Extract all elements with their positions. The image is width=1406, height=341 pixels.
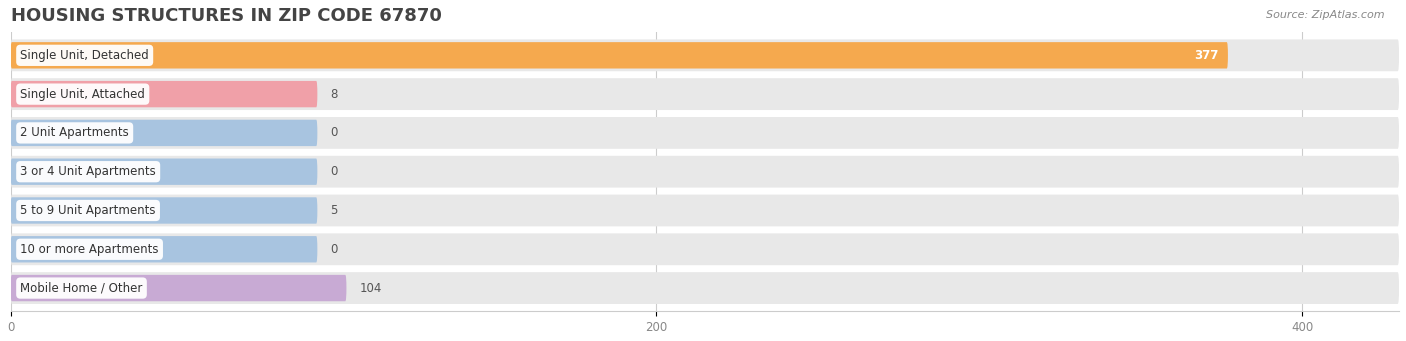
FancyBboxPatch shape [11,156,1399,188]
Text: Single Unit, Attached: Single Unit, Attached [20,88,145,101]
FancyBboxPatch shape [11,272,1399,304]
FancyBboxPatch shape [11,195,1399,226]
FancyBboxPatch shape [11,275,346,301]
Text: 8: 8 [330,88,337,101]
Text: Mobile Home / Other: Mobile Home / Other [20,282,142,295]
FancyBboxPatch shape [11,236,318,263]
Text: 104: 104 [360,282,381,295]
FancyBboxPatch shape [11,159,318,185]
FancyBboxPatch shape [11,40,1399,71]
FancyBboxPatch shape [11,117,1399,149]
Text: 10 or more Apartments: 10 or more Apartments [20,243,159,256]
Text: Single Unit, Detached: Single Unit, Detached [20,49,149,62]
FancyBboxPatch shape [11,42,1227,69]
FancyBboxPatch shape [11,120,318,146]
Text: 0: 0 [330,243,337,256]
Text: 3 or 4 Unit Apartments: 3 or 4 Unit Apartments [20,165,156,178]
Text: 5: 5 [330,204,337,217]
Text: 5 to 9 Unit Apartments: 5 to 9 Unit Apartments [20,204,156,217]
Text: 0: 0 [330,165,337,178]
FancyBboxPatch shape [11,197,318,224]
FancyBboxPatch shape [11,81,318,107]
Text: 377: 377 [1194,49,1218,62]
FancyBboxPatch shape [11,78,1399,110]
Text: 2 Unit Apartments: 2 Unit Apartments [20,127,129,139]
Text: HOUSING STRUCTURES IN ZIP CODE 67870: HOUSING STRUCTURES IN ZIP CODE 67870 [11,7,441,25]
FancyBboxPatch shape [11,233,1399,265]
Text: 0: 0 [330,127,337,139]
Text: Source: ZipAtlas.com: Source: ZipAtlas.com [1267,10,1385,20]
